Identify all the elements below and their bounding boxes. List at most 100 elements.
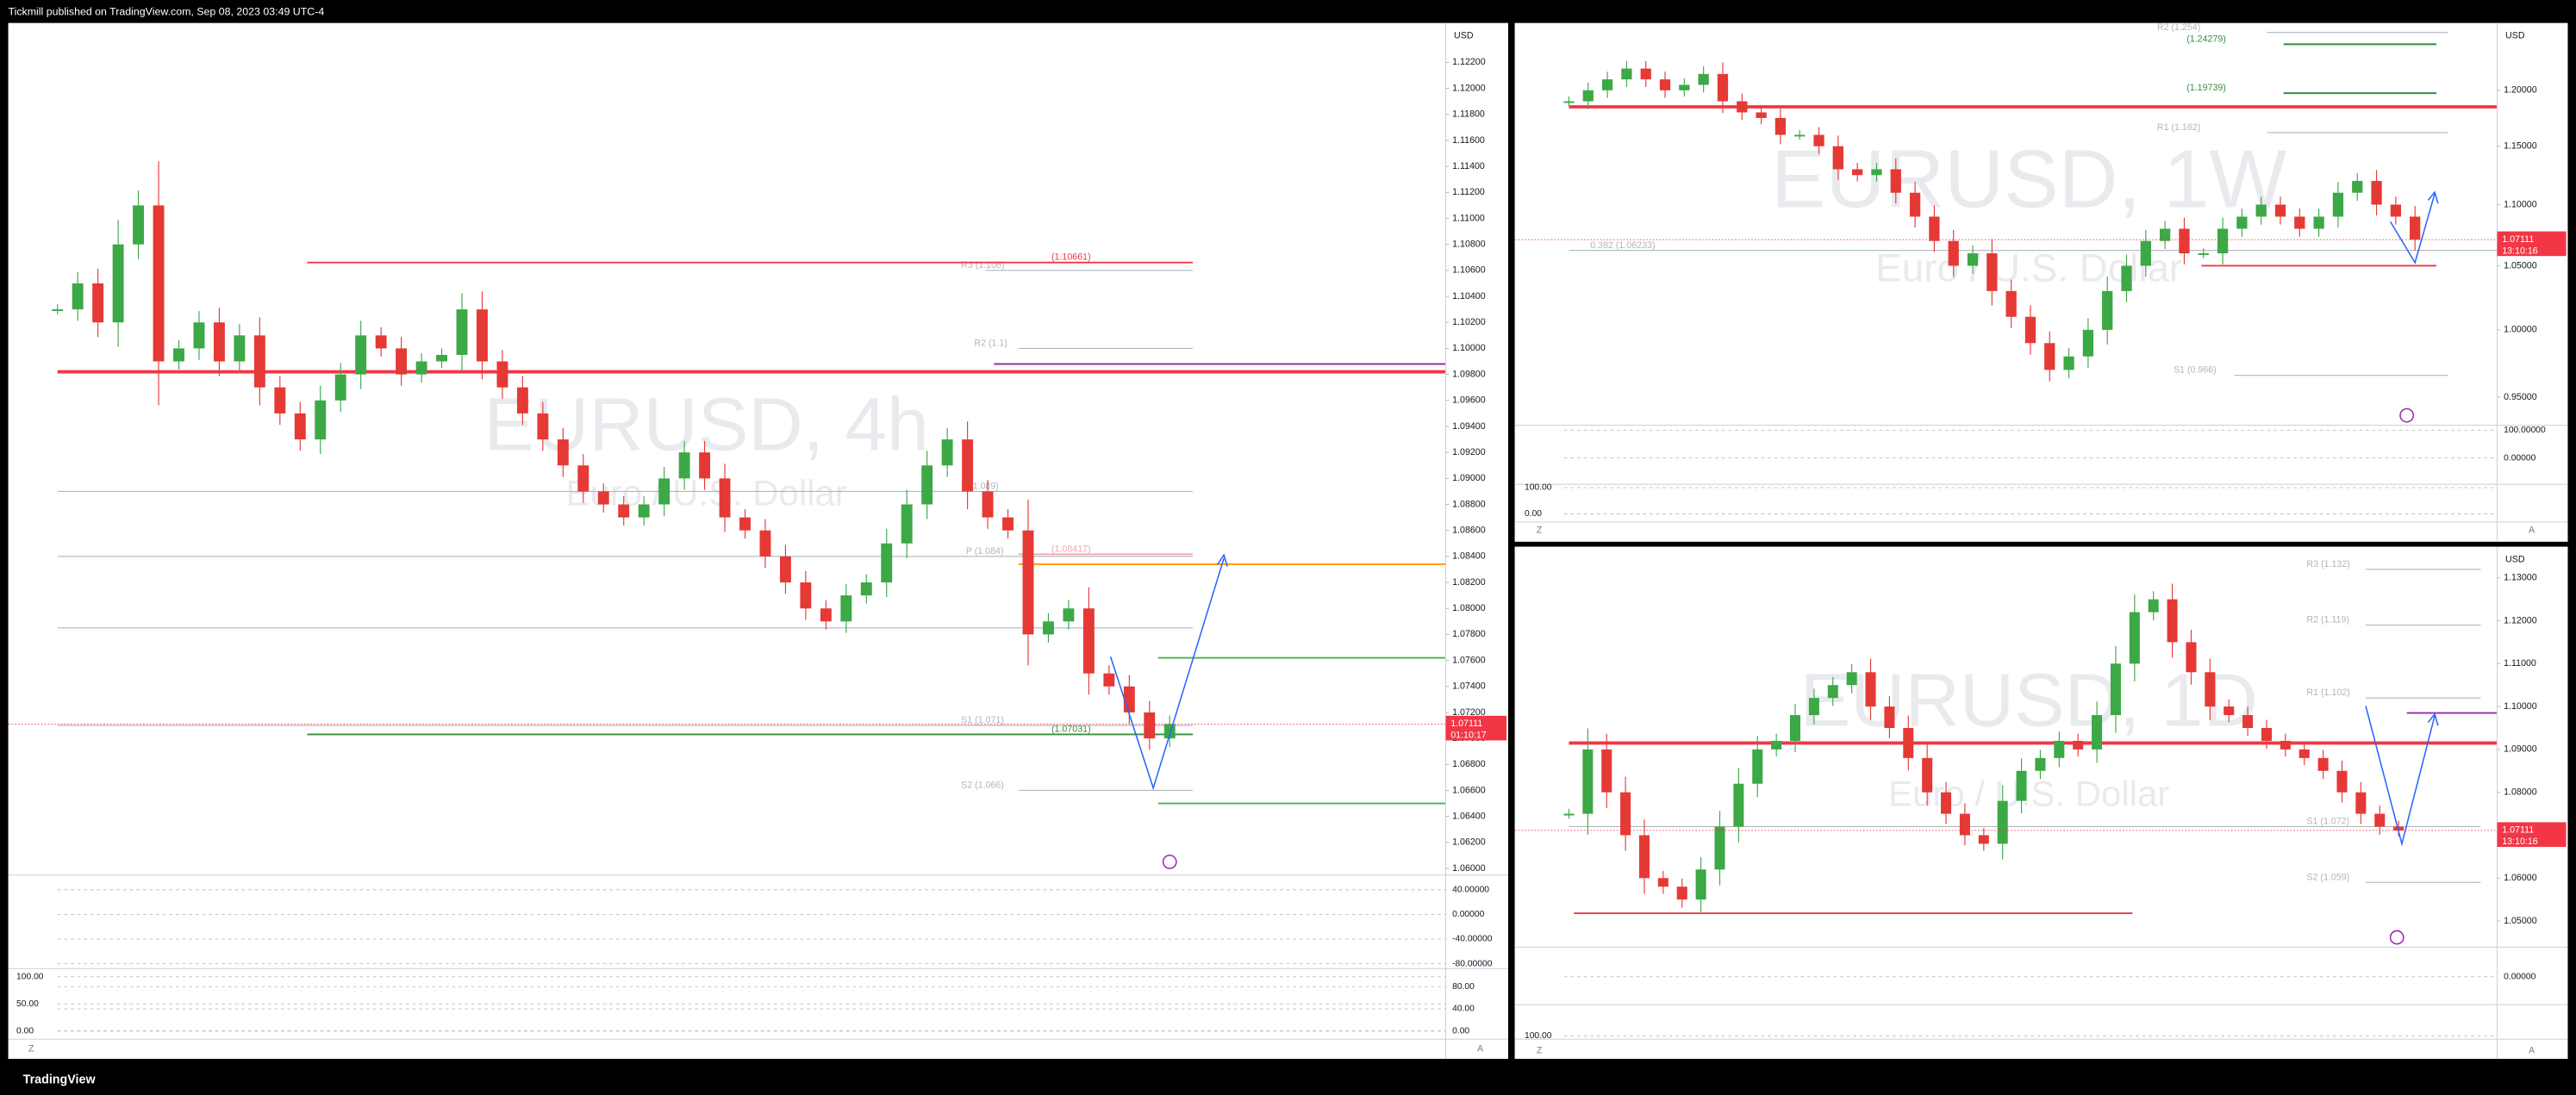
indicator-tick-label: -40.00000 (1452, 935, 1493, 944)
arrow-path (1109, 557, 1225, 791)
panel-4h (8, 22, 1508, 1060)
indicator-tick-label: 100.00 (16, 973, 44, 982)
candle-body (982, 491, 994, 518)
candle-body (274, 387, 286, 414)
candle-body (2374, 813, 2386, 827)
candle-body (1978, 835, 1989, 844)
price-tick-label: 1.11200 (1452, 187, 1485, 197)
candle-body (1717, 73, 1729, 102)
price-tick-label: 1.08000 (2504, 787, 2537, 797)
countdown-label: 13:10:16 (2502, 837, 2538, 847)
candle-body (2129, 612, 2140, 664)
level-label: (1.07031) (1051, 725, 1091, 735)
price-tick-label: 1.15000 (2504, 141, 2537, 152)
candle-body (2016, 770, 2027, 801)
candle-body (1865, 672, 1876, 707)
candle-body (355, 335, 367, 375)
candle-body (1582, 90, 1594, 102)
price-tick-label: 1.06000 (2504, 873, 2537, 883)
candle-body (1832, 146, 1843, 170)
price-tick-label: 1.08400 (1452, 551, 1486, 562)
candle-body (1846, 672, 1857, 686)
candle-body (2355, 792, 2367, 814)
candle-body (2159, 228, 2171, 241)
level-label: (1.10661) (1051, 252, 1091, 263)
candle-body (2110, 663, 2121, 716)
candle-body (2255, 204, 2267, 217)
corner-z: Z (28, 1043, 34, 1054)
panel-1w (1514, 22, 2568, 542)
axes: 1.12200 1.12000 1.11800 1.11600 1.11400 1.112… (8, 22, 2568, 1060)
indicator-tick-label: 100.00000 (2504, 426, 2546, 435)
candle-body (1890, 169, 1901, 193)
candle-body (2336, 770, 2348, 793)
candle-body (1563, 101, 1575, 103)
indicator-tick-label: 40.00 (1452, 1005, 1475, 1014)
candle-body (375, 335, 387, 349)
candle-body (1852, 169, 1863, 176)
candle-body (234, 335, 246, 362)
candle-body (1884, 706, 1895, 728)
candle-body (1959, 813, 1970, 836)
candle-body (901, 504, 913, 544)
level-label: P (1.089) (961, 482, 999, 492)
candle-body (962, 439, 974, 492)
candle-body (133, 205, 145, 245)
candle-body (1698, 73, 1709, 85)
candle-body (2261, 727, 2272, 741)
last-price-label: 1.07111 (2502, 825, 2534, 836)
price-tick-label: 1.08800 (1452, 499, 1486, 509)
level-label: R2 (1.119) (2306, 615, 2349, 625)
corner-a: A (2529, 525, 2535, 535)
candle-body (2280, 740, 2291, 750)
arrow-path (2389, 193, 2436, 264)
indicator-tick-label: 40.00000 (1452, 886, 1489, 895)
candle-body (779, 556, 791, 583)
candle-body (1771, 740, 1782, 750)
candle-body (2024, 316, 2036, 344)
candle-body (456, 309, 468, 355)
price-tick-label: 1.09800 (1452, 369, 1486, 379)
candle-body (658, 478, 671, 505)
candle-body (516, 387, 528, 414)
candle-body (2073, 740, 2084, 750)
candle-body (1756, 112, 1767, 118)
candle-body (1827, 685, 1838, 699)
candle-body (1929, 216, 1940, 241)
candle-body (2082, 329, 2094, 357)
candle-body (2236, 216, 2248, 229)
indicator-tick-label: 0.00 (1452, 1026, 1469, 1036)
candle-body (1987, 253, 1998, 291)
price-tick-label: 1.07800 (1452, 629, 1486, 639)
candle-body (1002, 517, 1014, 531)
candle-body (2102, 290, 2113, 330)
level-label: S2 (1.059) (2306, 872, 2349, 882)
countdown-label: 13:10:16 (2502, 246, 2538, 256)
candle-body (820, 608, 832, 622)
price-tick-label: 1.09200 (1452, 447, 1486, 457)
candle-body (1103, 673, 1115, 687)
candle-body (1775, 117, 1787, 135)
candle-body (1601, 749, 1612, 793)
candle-body (1022, 530, 1034, 635)
candle-body (213, 322, 225, 362)
candle-body (1082, 608, 1095, 674)
price-tick-label: 1.12200 (1452, 57, 1486, 67)
candle-body (1123, 686, 1135, 712)
candle-body (840, 595, 852, 622)
candle-body (2092, 715, 2103, 750)
candle-body (496, 361, 508, 388)
currency-label: USD (2505, 31, 2525, 41)
candle-body (2294, 216, 2305, 229)
candle-body (800, 582, 812, 609)
candle-body (1638, 835, 1650, 879)
candle-body (1043, 621, 1054, 635)
candle-body (2393, 826, 2404, 831)
candle-body (881, 543, 893, 583)
candle-body (112, 244, 124, 323)
price-tick-label: 1.05000 (2504, 260, 2537, 271)
candle-body (2332, 192, 2344, 217)
alert-icons (1162, 408, 2415, 945)
indicator-tick-label: 0.00000 (1452, 910, 1484, 919)
